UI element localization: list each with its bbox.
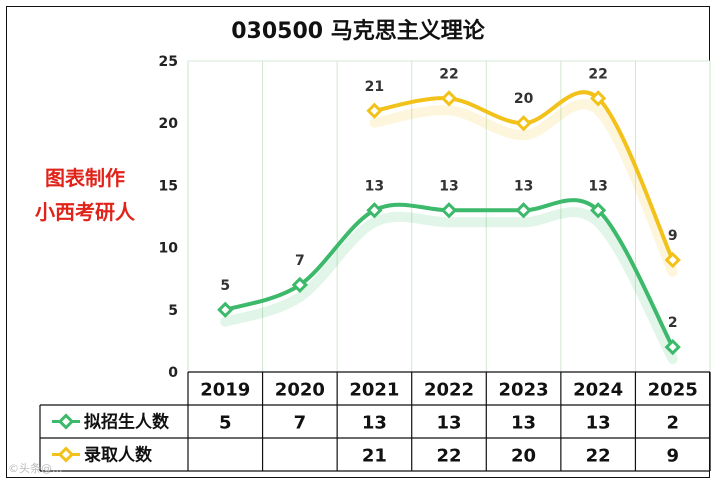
table-cell-2: 21 [362,446,387,467]
y-tick-label: 25 [159,54,178,70]
y-tick-label: 20 [159,116,179,132]
legend-marker-1 [57,413,75,430]
x-tick-label: 2020 [275,380,325,401]
series-point-1 [366,202,383,219]
data-label-2: 22 [588,66,607,82]
data-label-1: 13 [365,178,384,194]
plot-area: 0 5 10 15 20 25 5 7 13 13 13 13 2 21 22 20 22 9 [159,54,711,381]
x-tick-label: 2025 [648,380,698,401]
series-point-1 [515,202,532,219]
y-tick-label: 5 [168,303,178,319]
data-label-1: 2 [668,315,678,331]
table-cell-1: 13 [511,413,536,434]
data-label-1: 13 [514,178,533,194]
x-tick-label: 2023 [499,380,549,401]
series-point-2 [590,90,607,107]
series-line-2 [372,90,675,263]
x-tick-label: 2022 [424,380,474,401]
series-shadow-2 [369,99,678,278]
table-cell-1: 13 [362,413,387,434]
table-cell-2: 22 [586,446,611,467]
data-label-2: 20 [514,91,534,107]
table-cell-1: 5 [219,413,232,434]
data-label-2: 22 [439,66,458,82]
series-point-1 [217,301,234,318]
series-point-1 [590,202,607,219]
watermark-line-2: 小西考研人 [35,200,136,224]
data-label-1: 13 [439,178,458,194]
table-cell-1: 7 [294,413,307,434]
table-cell-1: 2 [666,413,679,434]
series-point-2 [515,115,532,132]
data-label-2: 9 [668,228,678,244]
series-point-1 [291,276,308,294]
table-cell-1: 13 [586,413,611,434]
watermark-line-1: 图表制作 [45,166,125,190]
data-label-1: 13 [588,178,607,194]
chart-title: 030500 马克思主义理论 [231,18,486,44]
table-cell-2: 22 [436,446,461,467]
y-tick-label: 10 [159,241,179,257]
footer-credit: ©头条@... [8,461,63,475]
legend-label-2: 录取人数 [84,445,153,466]
data-label-2: 21 [365,79,384,95]
table-cell-2: 9 [666,446,679,467]
data-label-1: 7 [295,253,305,269]
legend-marker-2 [57,446,75,463]
y-tick-label: 0 [168,365,178,381]
series-point-1 [664,338,681,356]
table-cell-1: 13 [436,413,461,434]
table-cell-2: 20 [511,446,536,467]
x-tick-label: 2019 [200,380,250,401]
x-tick-label: 2024 [573,380,623,401]
y-tick-label: 15 [159,178,178,194]
data-label-1: 5 [220,278,230,294]
series-point-2 [664,251,681,269]
series-point-1 [440,202,458,219]
series-point-2 [366,102,383,119]
legend-label-1: 拟招生人数 [84,412,170,433]
series-shadow-1 [220,207,678,365]
series-point-2 [440,90,458,107]
x-tick-label: 2021 [349,380,399,401]
